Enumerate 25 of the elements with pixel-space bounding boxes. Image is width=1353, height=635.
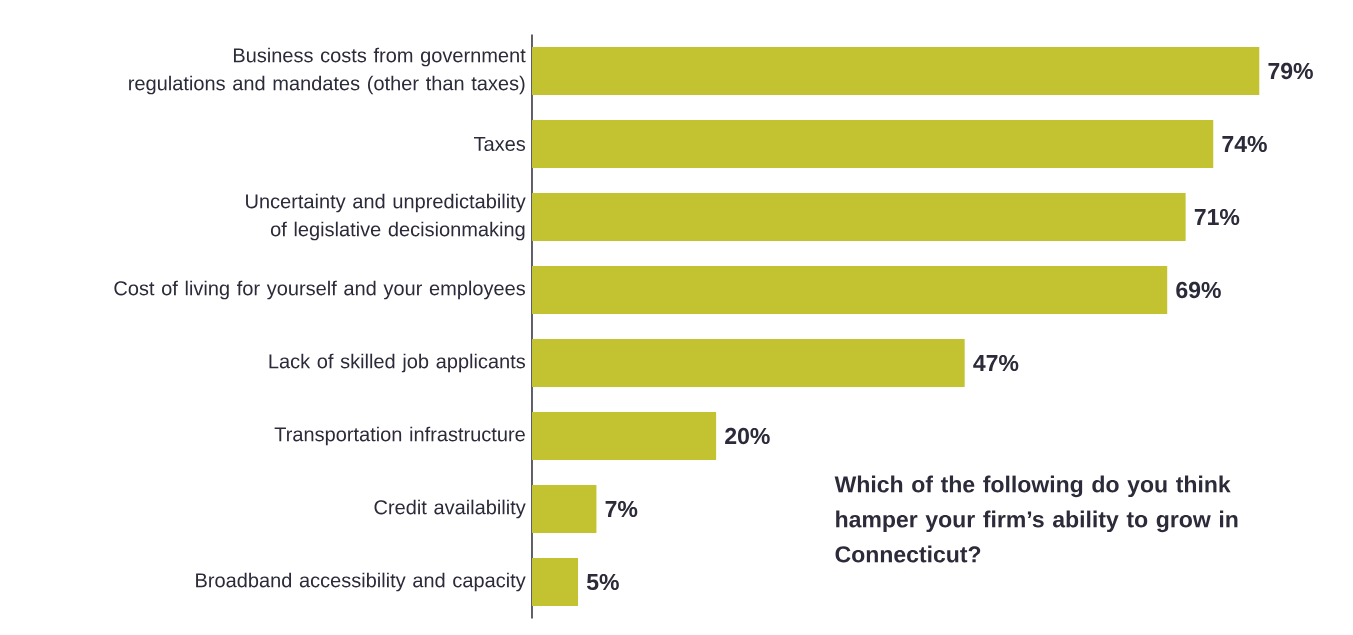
y-tick-label: Taxes [474,137,526,151]
y-tick-label: Credit availability [374,499,526,519]
bar [531,485,597,534]
data-label: 47% [973,354,1019,372]
y-tick-label: Transportation infrastructure [274,426,525,446]
data-label: 20% [725,427,770,445]
data-label: 69% [1176,281,1221,299]
bar [531,47,1260,96]
bar [531,266,1168,315]
text: Which of the following do you think hamper your firm’s ability to grow in Connecticut? [834,475,1238,563]
bar [531,558,579,607]
data-label: 5% [586,573,619,591]
y-tick-label: Cost of living for yourself and your employees [114,280,526,300]
data-label: 79% [1268,62,1313,80]
y-tick-label: Uncertainty and unpredictability of legislative decisionmaking [246,193,526,241]
bar [531,339,965,388]
data-label: 71% [1194,208,1240,226]
bar [531,412,717,461]
y-tick-label: Business costs from government regulations and mandates (other than taxes) [129,47,526,95]
bar [531,120,1214,169]
y-tick-label: Lack of skilled job applicants [269,353,526,373]
data-label: 74% [1222,135,1267,153]
y-tick-label: Broadband accessibility and capacity [196,572,526,592]
data-label: 7% [605,500,638,518]
bar [531,193,1186,242]
